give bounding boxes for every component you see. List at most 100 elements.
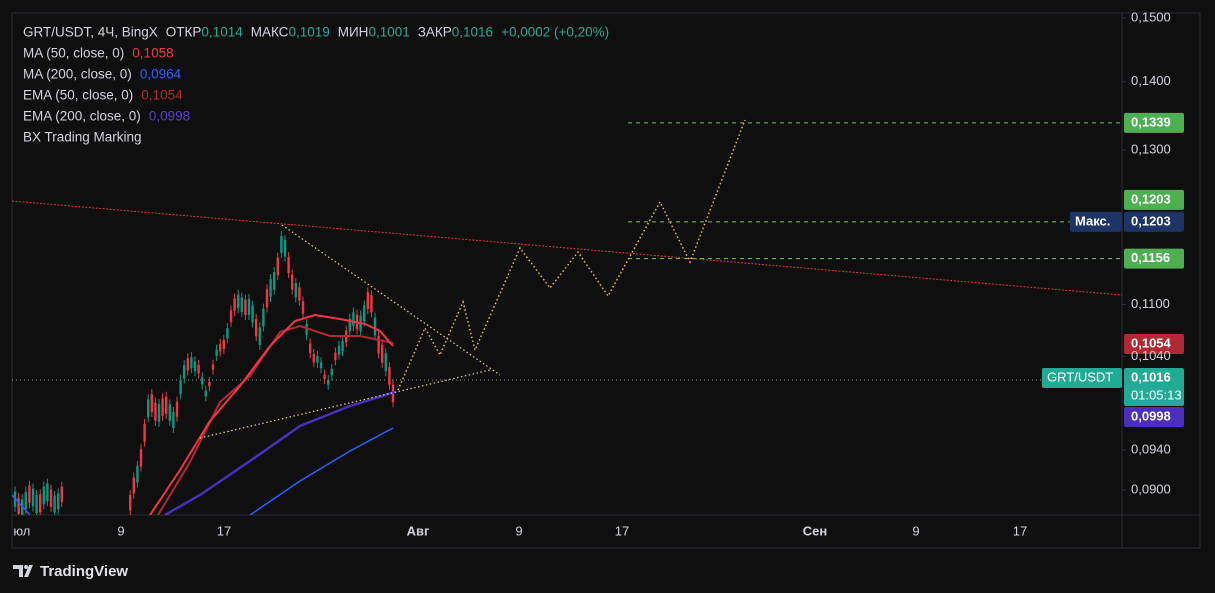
tag-value: 0,1339 (1131, 114, 1171, 129)
candle-body (240, 297, 243, 313)
tag-box (1124, 112, 1184, 133)
candle-body (233, 298, 236, 311)
tag-box (1124, 189, 1184, 210)
candle-body (136, 465, 139, 483)
candle-body (226, 328, 229, 339)
candle-body (283, 239, 287, 257)
candle-body (258, 327, 261, 345)
candle-body (244, 299, 247, 316)
legend: ОТКР 0,1014 МАКС 0,1019 МИН 0,1001 ЗАКР 0,1016 +… (23, 25, 609, 145)
ohlc-value: 0,1016 (452, 25, 493, 40)
plot-area (12, 119, 1122, 515)
candle-body (373, 317, 377, 336)
tag-caption-box (1042, 367, 1122, 388)
pattern-line (281, 224, 501, 376)
pattern-line (199, 369, 491, 439)
candle-body (222, 340, 225, 349)
candle-body (237, 294, 240, 309)
candle-body (269, 278, 272, 297)
trend-line (12, 200, 1122, 296)
tag-caption: Макс. (1075, 213, 1110, 228)
ohlc-value: 0,1001 (368, 25, 409, 40)
candle-body (161, 398, 164, 416)
candle-body (251, 305, 254, 323)
ohlc-label: ЗАКР (418, 25, 452, 40)
ma200-line (12, 494, 31, 515)
candle-body (337, 345, 341, 355)
time-tick-label: Июл (4, 523, 30, 538)
candle-body (341, 341, 344, 352)
candle-body (49, 489, 53, 507)
ohlc-label: ОТКР (166, 25, 202, 40)
price-tag: 0,1203 Макс. (1070, 211, 1184, 232)
candle-body (193, 361, 197, 372)
tag-value: 0,1016 (1131, 369, 1171, 384)
time-tick-label: 17 (1013, 523, 1027, 538)
candle-body (247, 298, 251, 315)
candle-body (312, 353, 315, 363)
candle-body (60, 486, 63, 502)
candle-body (370, 295, 373, 313)
price-tick-label: 0,1100 (1131, 296, 1170, 311)
price-tick-label: 0,1300 (1131, 142, 1171, 157)
price-tag: 0,1016 01:05:13 GRT/USDT (1042, 367, 1184, 406)
candle-body (305, 323, 308, 335)
candle-body (301, 301, 305, 314)
candle-body (262, 308, 265, 327)
tag-box (1124, 406, 1184, 427)
price-tag: 0,1054 (1124, 334, 1184, 355)
candle-body (265, 289, 269, 308)
time-tick-label: 9 (117, 523, 124, 538)
indicator-name: BX Trading Marking (23, 130, 142, 145)
indicator-name: EMA (50, close, 0) (23, 88, 133, 103)
time-tick-label: 17 (217, 523, 231, 538)
price-tick-label: 0,0900 (1131, 481, 1171, 496)
tag-box (1124, 248, 1184, 269)
tag-countdown: 01:05:13 (1131, 387, 1182, 402)
ema50-line (157, 324, 394, 515)
candle-body (46, 483, 49, 502)
candle-body (348, 318, 351, 332)
candle-body (327, 379, 330, 385)
candle-body (352, 312, 355, 327)
time-tick-label: 9 (912, 523, 919, 538)
candle-body (165, 396, 168, 414)
candle-body (229, 310, 233, 322)
candle-body (287, 257, 290, 274)
price-tick-label: 0,1040 (1131, 348, 1171, 363)
candle-body (17, 497, 20, 514)
candle-body (157, 403, 161, 422)
candle-body (139, 449, 143, 467)
candle-body (316, 355, 319, 363)
price-tag: 0,1156 (1124, 248, 1184, 269)
candle-body (132, 477, 135, 494)
candle-body (190, 357, 193, 369)
tag-box (1124, 334, 1184, 355)
indicator-value: 0,1058 (132, 46, 173, 61)
candle-body (291, 274, 294, 290)
tag-value: 0,1054 (1131, 335, 1172, 350)
price-tag: 0,1339 (1124, 112, 1184, 133)
ma200-line (249, 427, 394, 515)
candle-body (294, 283, 297, 298)
candle-body (330, 368, 333, 376)
candle-body (28, 485, 31, 504)
logo (13, 565, 33, 577)
candle-body (201, 377, 204, 385)
tag-caption: GRT/USDT (1047, 369, 1113, 384)
time-tick-label: Авг (407, 523, 430, 538)
price-tick-label: 0,1400 (1131, 73, 1171, 88)
candle-body (381, 344, 384, 363)
indicator-name: MA (50, close, 0) (23, 46, 124, 61)
indicator-value: 0,0964 (140, 67, 182, 82)
tag-value: 0,1156 (1131, 250, 1170, 265)
change: +0,0002 (+0,20%) (501, 25, 609, 40)
candle-body (35, 495, 38, 514)
price-tags: 0,1339 0,1203 0,1203 Макс. 0,1156 0,1054 0,101… (1042, 112, 1184, 427)
candle-body (219, 343, 222, 352)
brand: TradingView (40, 563, 128, 580)
candle-body (154, 402, 157, 421)
ohlc-label: МАКС (251, 25, 289, 40)
time-tick-label: Сен (803, 523, 827, 538)
candle-body (334, 352, 337, 361)
